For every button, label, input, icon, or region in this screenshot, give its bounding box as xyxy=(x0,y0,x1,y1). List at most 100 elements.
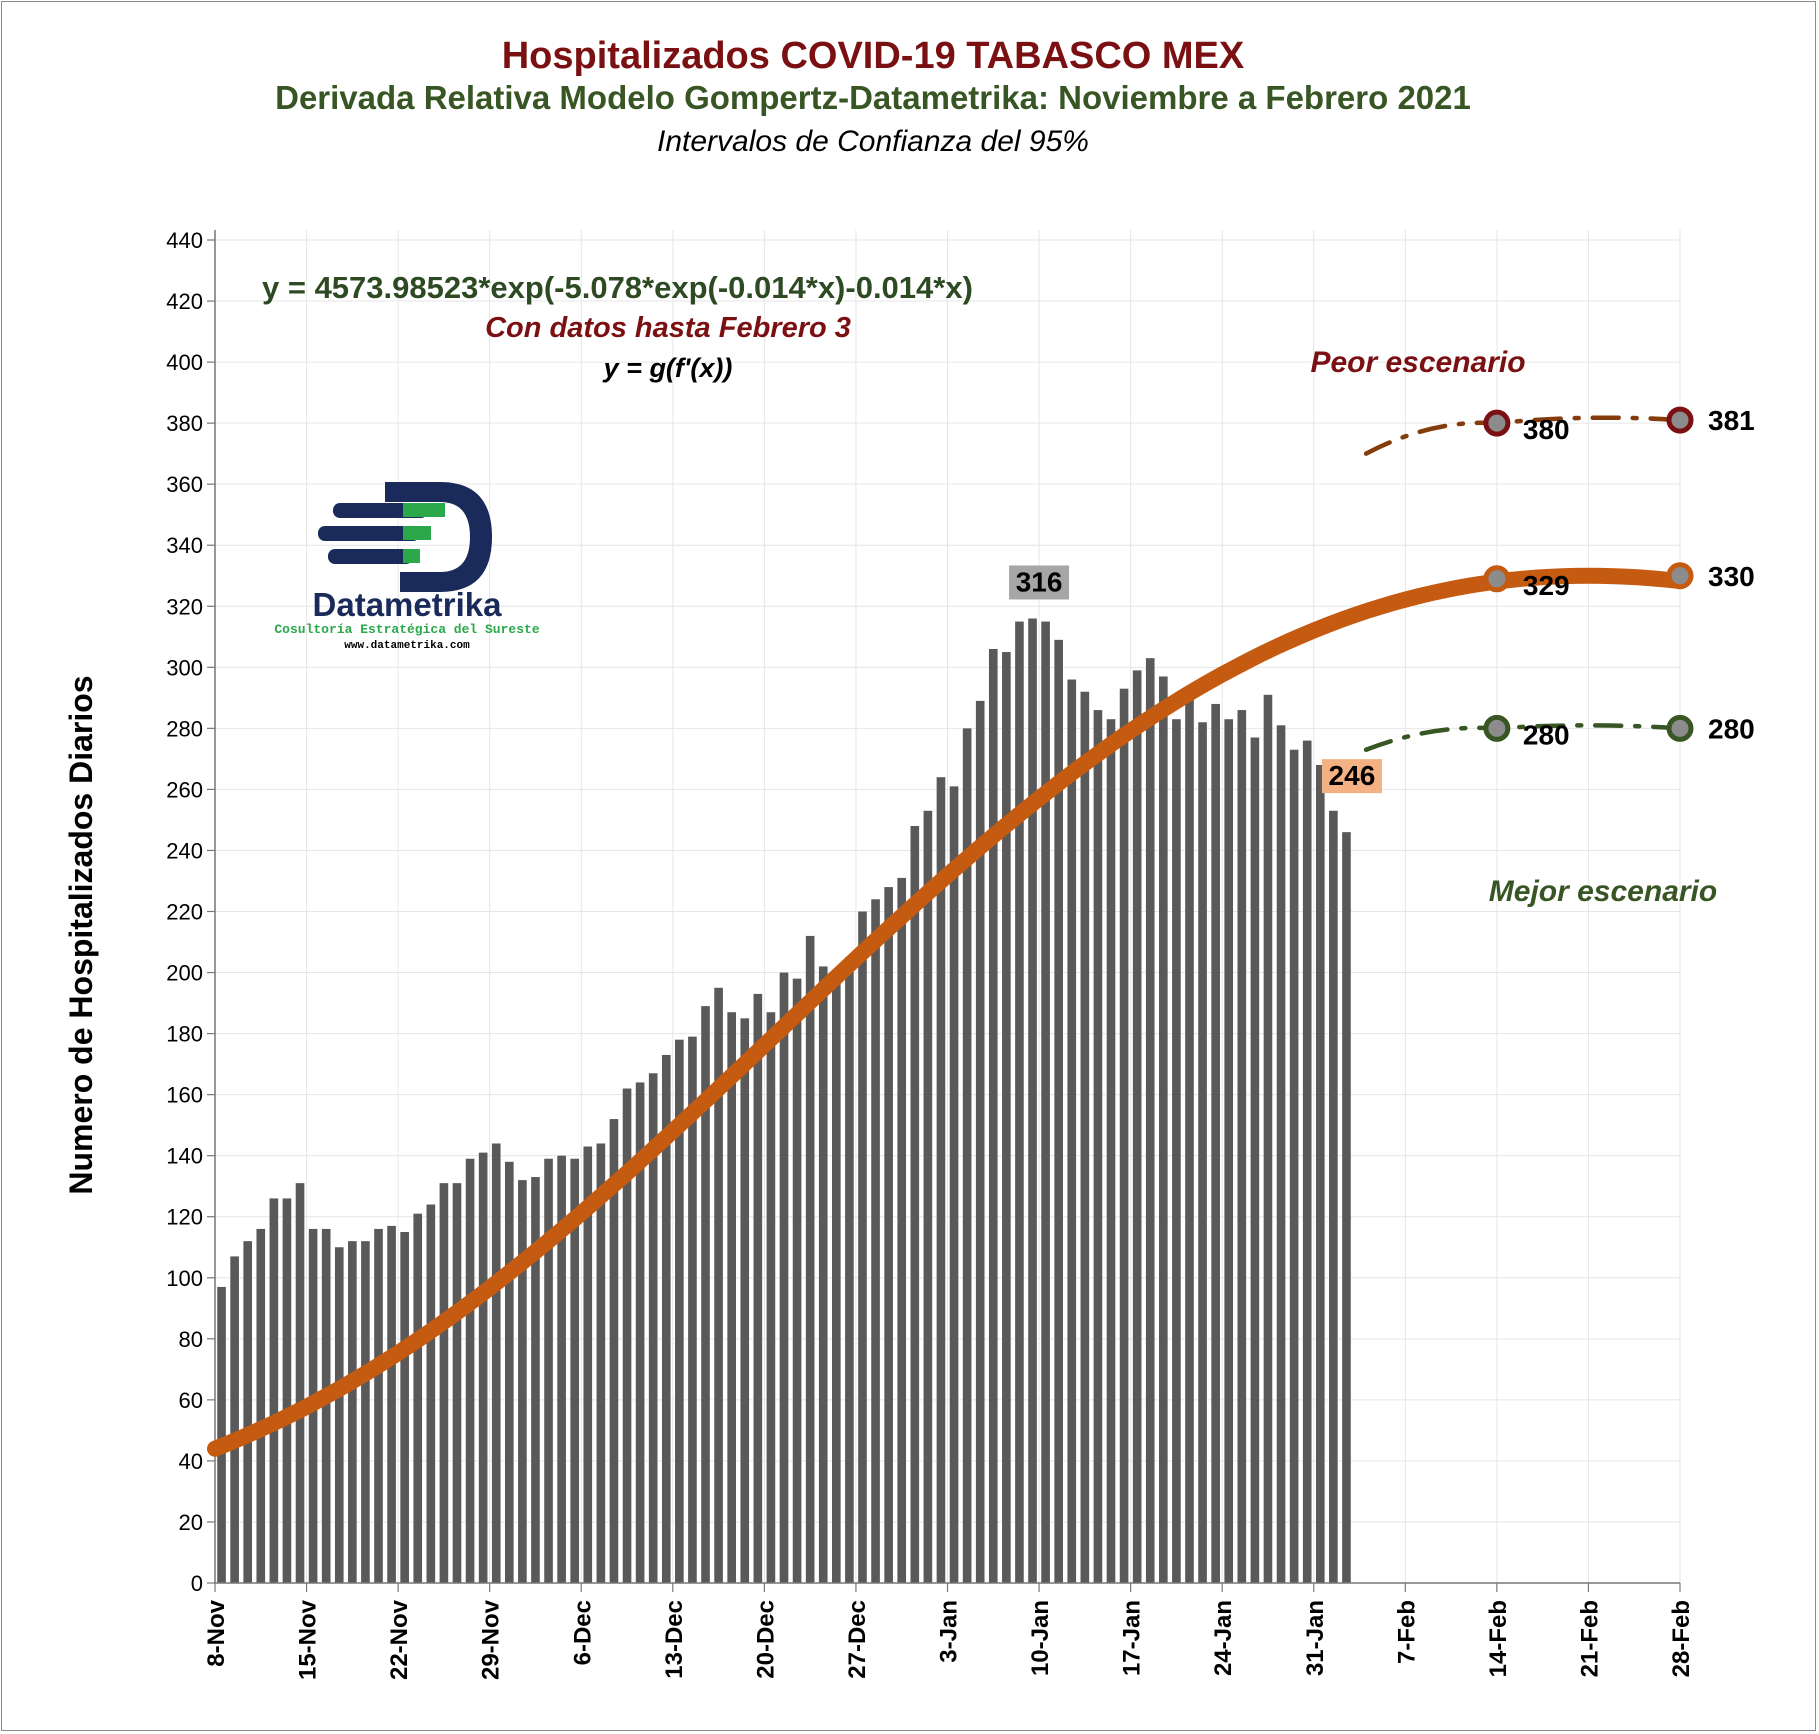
bar xyxy=(361,1241,370,1583)
y-axis-label: Numero de Hospitalizados Diarios xyxy=(63,675,99,1194)
x-tick-label: 7-Feb xyxy=(1393,1600,1420,1664)
bar xyxy=(1119,688,1129,1583)
y-tick-label: 340 xyxy=(166,533,203,558)
bar xyxy=(622,1088,632,1583)
bar xyxy=(531,1177,540,1583)
datametrika-logo: Datametrika Cosultoría Estratégica del S… xyxy=(274,482,540,652)
bar xyxy=(1132,670,1142,1583)
bar xyxy=(426,1204,436,1583)
bar xyxy=(269,1198,279,1583)
y-tick-label: 400 xyxy=(166,350,203,375)
y-tick-label: 180 xyxy=(166,1022,203,1047)
bar xyxy=(936,777,946,1583)
y-tick-label: 380 xyxy=(166,411,203,436)
fit-curve xyxy=(207,567,1688,1457)
bar xyxy=(923,810,933,1583)
bar xyxy=(1329,810,1338,1583)
bar xyxy=(871,899,880,1583)
x-tick-label: 20-Dec xyxy=(752,1600,779,1679)
bar xyxy=(1106,719,1116,1583)
bar xyxy=(596,1143,606,1583)
bar xyxy=(478,1152,488,1583)
x-tick-label: 29-Nov xyxy=(478,1599,505,1680)
bar xyxy=(975,700,985,1583)
bar xyxy=(1224,719,1234,1583)
worst-case-marker xyxy=(1483,409,1511,437)
bar xyxy=(845,957,854,1583)
bar xyxy=(740,1018,750,1583)
bar xyxy=(1342,832,1351,1583)
y-tick-label: 120 xyxy=(166,1205,203,1230)
fit-marker xyxy=(1666,562,1694,590)
x-tick-label: 24-Jan xyxy=(1210,1600,1237,1676)
bar xyxy=(1211,703,1220,1583)
bar xyxy=(1041,621,1050,1583)
x-tick-label: 31-Jan xyxy=(1302,1600,1329,1676)
chart-subtitle-ci: Intervalos de Confianza del 95% xyxy=(657,125,1089,158)
logo-name: Datametrika xyxy=(313,586,503,623)
marks-layer: 316 246 380 381 329 330 280 280 xyxy=(1009,405,1755,794)
peak-value-label: 316 xyxy=(1016,566,1063,597)
bar xyxy=(504,1161,514,1583)
fit-value-label: 330 xyxy=(1708,561,1755,592)
bar xyxy=(374,1228,383,1583)
bar xyxy=(1172,719,1181,1583)
equation-label: y = 4573.98523*exp(-5.078*exp(-0.014*x)-… xyxy=(262,270,973,305)
logo-bar xyxy=(318,526,420,541)
logo-bar-green xyxy=(403,526,431,540)
bar xyxy=(635,1082,645,1583)
x-tick-label: 15-Nov xyxy=(295,1599,322,1680)
x-tick-label: 3-Jan xyxy=(936,1600,963,1663)
y-tick-label: 200 xyxy=(166,961,203,986)
bar xyxy=(675,1039,684,1583)
bar xyxy=(570,1158,580,1583)
y-tick-label: 360 xyxy=(166,472,203,497)
y-tick-label: 420 xyxy=(166,289,203,314)
bar xyxy=(544,1158,553,1583)
bar xyxy=(661,1054,671,1583)
logo-url: www.datametrika.com xyxy=(344,640,470,652)
y-tick-label: 280 xyxy=(166,716,203,741)
worst-case-label: Peor escenario xyxy=(1310,346,1525,379)
x-tick-label: 6-Dec xyxy=(569,1600,596,1665)
bar xyxy=(949,786,959,1583)
best-case-marker xyxy=(1483,714,1511,742)
bar xyxy=(321,1228,331,1583)
bar xyxy=(217,1286,226,1583)
bar xyxy=(1250,737,1260,1583)
worst-value-label: 380 xyxy=(1523,414,1570,445)
y-tick-label: 0 xyxy=(191,1571,203,1596)
bar xyxy=(779,972,789,1583)
chart-subtitle: Derivada Relativa Modelo Gompertz-Datame… xyxy=(275,79,1471,116)
bar xyxy=(1028,618,1037,1583)
bar xyxy=(910,826,920,1583)
bar xyxy=(884,887,893,1583)
bar xyxy=(465,1158,475,1583)
logo-bar-green xyxy=(403,503,445,517)
bar xyxy=(413,1213,423,1583)
bar xyxy=(243,1241,253,1583)
bar xyxy=(962,728,972,1583)
logo-d-shape xyxy=(385,482,492,592)
bar xyxy=(1159,676,1168,1583)
bar xyxy=(792,978,802,1583)
bar xyxy=(805,935,815,1583)
bar xyxy=(518,1180,527,1583)
x-tick-label: 13-Dec xyxy=(661,1600,688,1679)
bar xyxy=(295,1183,305,1583)
y-tick-label: 160 xyxy=(166,1083,203,1108)
y-tick-label: 40 xyxy=(179,1449,203,1474)
bar xyxy=(230,1256,239,1583)
fit-value-label: 329 xyxy=(1523,570,1570,601)
bar xyxy=(1145,658,1155,1583)
bar xyxy=(688,1036,697,1583)
x-tick-label: 17-Jan xyxy=(1119,1600,1146,1676)
peak-label-box xyxy=(1009,565,1070,600)
bar xyxy=(1276,725,1286,1583)
bar xyxy=(1067,679,1077,1583)
worst-case-marker xyxy=(1666,406,1694,434)
bar xyxy=(897,877,907,1583)
y-tick-label: 220 xyxy=(166,900,203,925)
chart-title: Hospitalizados COVID-19 TABASCO MEX xyxy=(502,35,1245,77)
